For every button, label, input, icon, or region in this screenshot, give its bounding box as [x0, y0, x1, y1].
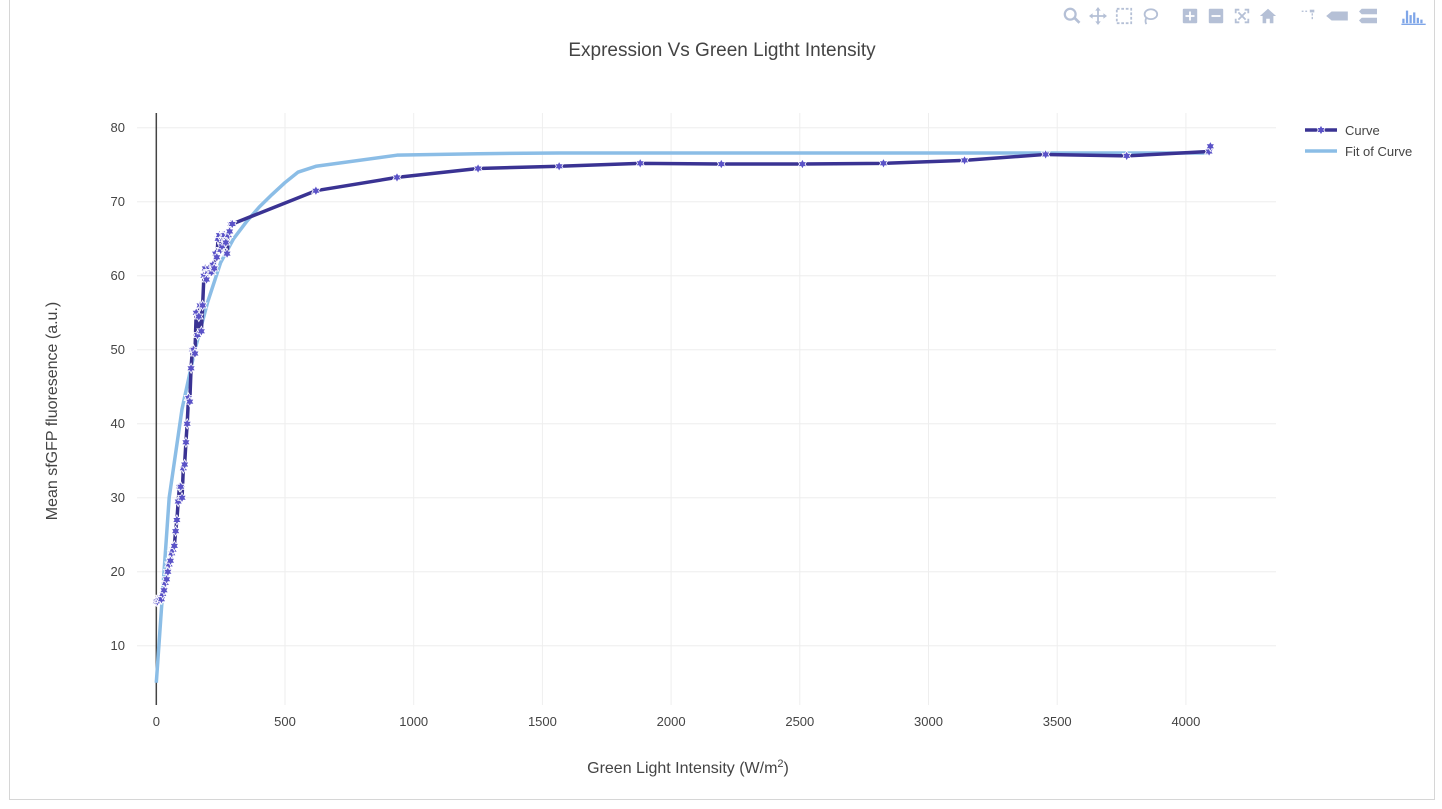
curve-marker [635, 157, 646, 170]
modebar [1062, 6, 1428, 26]
curve-marker [171, 514, 182, 526]
y-gridlines [137, 127, 1276, 647]
lasso-select-icon[interactable] [1140, 6, 1160, 26]
hover-compare-icon[interactable] [1356, 6, 1380, 26]
x-tick-label-3000: 3000 [914, 714, 943, 729]
chart-title: Expression Vs Green Ligtht Intensity [568, 40, 876, 61]
zoom-icon[interactable] [1062, 6, 1082, 26]
curve-marker [184, 395, 195, 408]
reset-axes-icon[interactable] [1258, 6, 1278, 26]
curve-marker [169, 540, 180, 552]
curve-line [155, 145, 1213, 604]
x-tick-label-1000: 1000 [399, 714, 428, 729]
curve-marker [162, 565, 173, 578]
curve-marker [878, 157, 889, 170]
curve-marker [189, 347, 200, 360]
plot-container [9, 0, 1435, 800]
curve-marker [472, 162, 484, 175]
curve-marker [180, 436, 191, 449]
y-tick-label-70: 70 [111, 194, 125, 209]
y-axis-title: Mean sfGFP fluoresence (a.u.) [44, 302, 61, 520]
x-tick-label-2000: 2000 [657, 714, 686, 729]
curve-marker [161, 573, 172, 586]
y-tick-label-50: 50 [111, 342, 125, 357]
curve-marker [1040, 148, 1051, 161]
hover-closest-icon[interactable] [1324, 6, 1350, 26]
zoom-out-icon[interactable] [1206, 6, 1226, 26]
curve-marker [797, 158, 808, 170]
legend-curve-marker [1315, 124, 1327, 136]
fit-of-curve-line [154, 151, 1211, 683]
legend-label-curve: Curve [1345, 123, 1380, 138]
x-tick-label-4000: 4000 [1171, 714, 1200, 729]
x-tick-label-500: 500 [274, 714, 296, 729]
curve-marker [185, 362, 197, 375]
curve-marker [222, 247, 233, 260]
curve-marker [182, 417, 193, 430]
curve-marker [158, 584, 170, 597]
legend: Curve Fit of Curve [1305, 123, 1412, 159]
curve-marker [209, 262, 220, 275]
y-tick-label-40: 40 [111, 416, 125, 431]
curve-marker [170, 525, 181, 537]
curve-marker [716, 158, 727, 170]
curve-marker [165, 554, 176, 567]
curve-marker [197, 299, 208, 312]
box-select-icon[interactable] [1114, 6, 1134, 26]
x-tick-label-0: 0 [153, 714, 160, 729]
x-gridlines [284, 113, 1187, 705]
curve-marker [220, 236, 231, 249]
zoom-in-icon[interactable] [1180, 6, 1200, 26]
legend-label-fit-of-curve: Fit of Curve [1345, 144, 1412, 159]
x-tick-label-2500: 2500 [785, 714, 814, 729]
curve-marker [1205, 140, 1216, 153]
curve-marker [179, 458, 190, 471]
curve-marker [227, 218, 238, 230]
curve-marker [196, 325, 207, 338]
curve-marker [224, 225, 235, 238]
curve-marker [175, 480, 186, 493]
pan-icon[interactable] [1088, 6, 1108, 26]
curve-marker [176, 491, 188, 504]
plotly-logo-icon[interactable] [1400, 6, 1428, 26]
curve-marker [554, 160, 565, 173]
y-tick-labels: 10 20 30 40 50 60 70 80 [111, 120, 125, 653]
curve-marker [310, 184, 321, 197]
y-tick-label-80: 80 [111, 120, 125, 135]
curve-marker [1121, 150, 1132, 162]
curve-marker [959, 154, 970, 167]
legend-item-curve[interactable]: Curve [1305, 123, 1380, 138]
x-tick-label-3500: 3500 [1043, 714, 1072, 729]
spike-lines-icon[interactable] [1298, 6, 1318, 26]
curve-marker [391, 171, 403, 184]
y-tick-label-20: 20 [111, 564, 125, 579]
x-tick-label-1500: 1500 [528, 714, 557, 729]
legend-item-fit-of-curve[interactable]: Fit of Curve [1305, 144, 1412, 159]
curve-markers [151, 140, 1216, 608]
y-tick-label-60: 60 [111, 268, 125, 283]
plot-traces [151, 140, 1216, 683]
x-axis-title: Green Light Intensity (W/m2) [587, 758, 789, 777]
x-tick-labels: 0 500 1000 1500 2000 2500 3000 3500 4000 [153, 714, 1201, 729]
y-tick-label-30: 30 [111, 490, 125, 505]
y-tick-label-10: 10 [111, 638, 125, 653]
curve-marker [193, 310, 204, 323]
autoscale-icon[interactable] [1232, 6, 1252, 26]
